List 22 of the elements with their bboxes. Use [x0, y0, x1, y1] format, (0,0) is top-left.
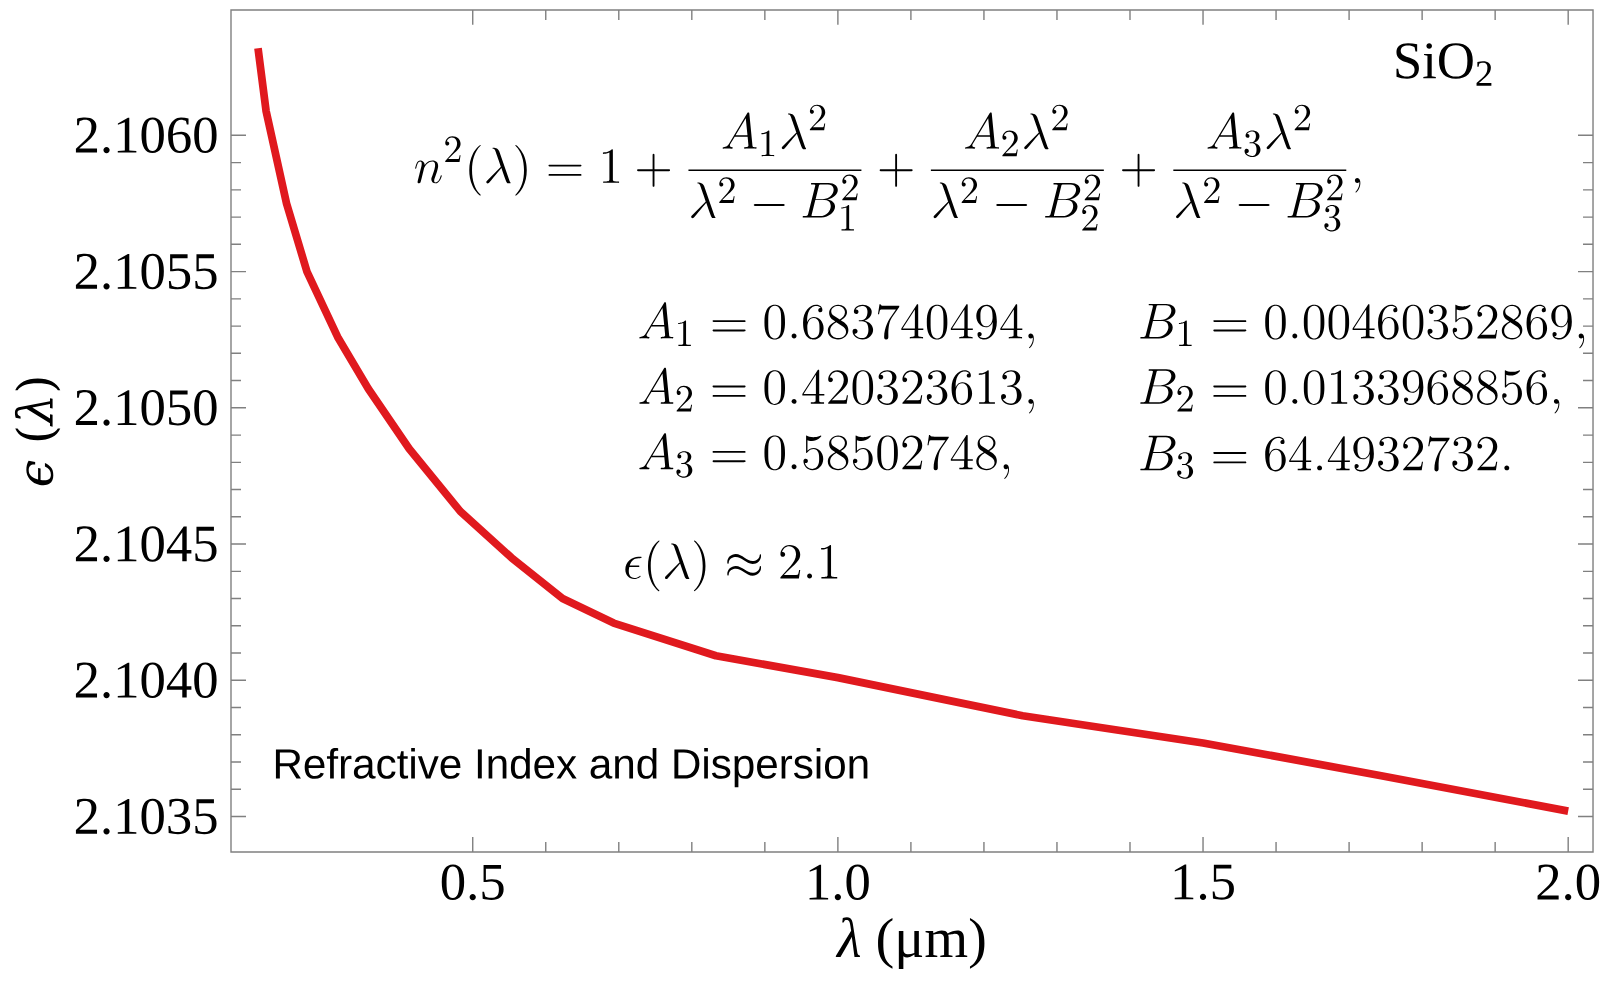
- annotation: $A_2 = 0.420323613,$: [639, 367, 1034, 414]
- x-tick-label: 1.0: [809, 864, 869, 901]
- annotation: $A_3 = 0.58502748,$: [639, 433, 1010, 479]
- x-axis-title: λ (μm): [835, 917, 985, 969]
- y-axis-title: ϵ (λ): [14, 378, 61, 486]
- y-tick-label: 2.1035: [75, 798, 217, 835]
- annotation: $B_1 = 0.00460352869,$: [1140, 303, 1585, 349]
- annotation: $B_3 = 64.4932732.$: [1140, 435, 1510, 479]
- annotation: Refractive Index and Dispersion: [275, 747, 868, 788]
- y-tick-label: 2.1045: [75, 526, 217, 562]
- annotation: $n^2(\lambda) = 1 + \frac{A_1\lambda^2}{\lambda^2 - B_1^2} + \frac{A_2\lambda^2}{\lambda^2 - B_2^2} + \frac{A_3\lambda^2}{\lambda^2 - B_3^2},$: [415, 104, 1361, 232]
- y-tick-label: 2.1040: [75, 662, 217, 699]
- annotation: $\epsilon(\lambda) \approx 2.1$: [625, 540, 838, 592]
- y-tick-label: 2.1050: [75, 389, 217, 426]
- annotation: SiO$_{2}$: [1396, 43, 1492, 86]
- x-tick-label: 0.5: [441, 864, 504, 901]
- annotation: $B_2 = 0.0133968856,$: [1140, 369, 1560, 414]
- x-tick-label: 2.0: [1537, 864, 1600, 901]
- y-tick-label: 2.1055: [75, 253, 217, 290]
- y-tick-label: 2.1060: [75, 117, 217, 154]
- x-tick-label: 1.5: [1174, 864, 1234, 900]
- annotation: $A_1 = 0.683740494,$: [639, 302, 1034, 349]
